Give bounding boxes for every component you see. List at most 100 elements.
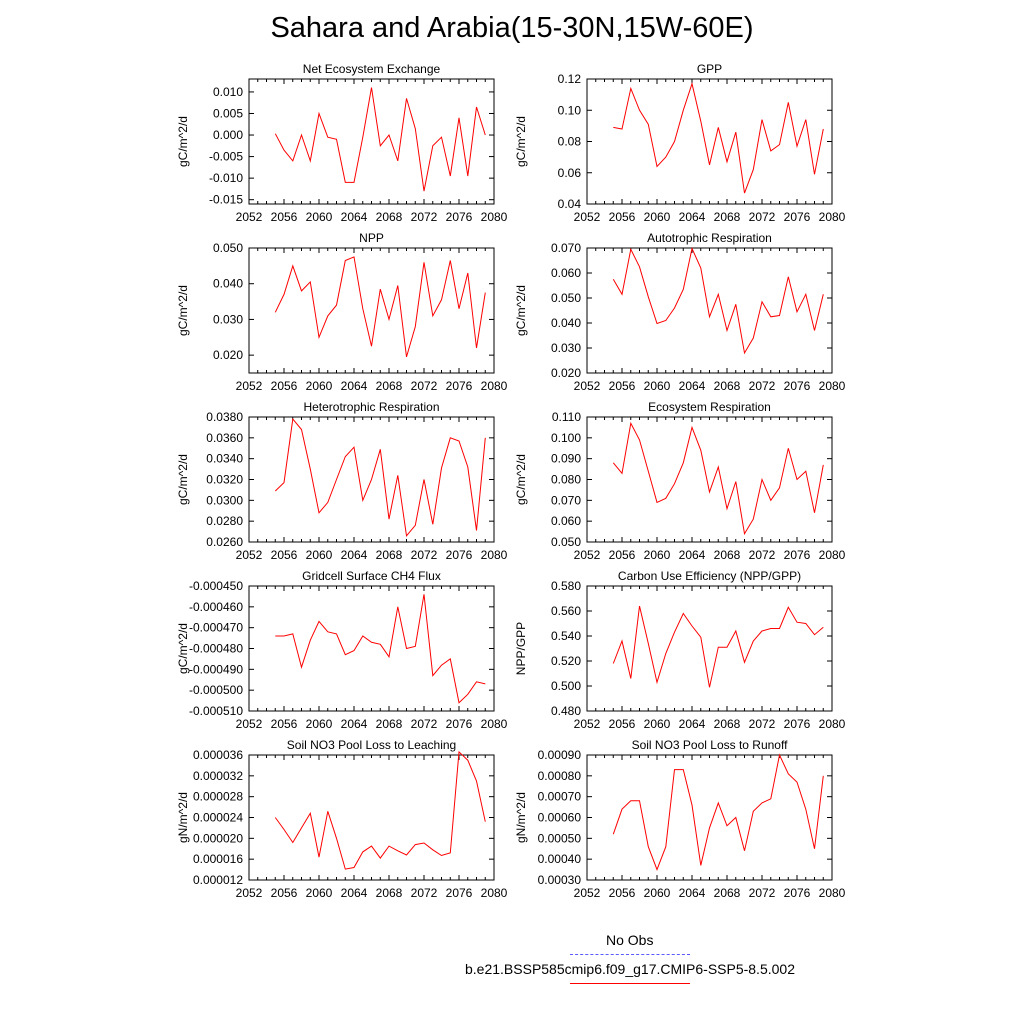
- y-tick-label: 0.000012: [193, 873, 243, 887]
- x-tick-label: 2072: [411, 886, 438, 900]
- y-tick-label: -0.000500: [189, 683, 243, 697]
- x-tick-label: 2080: [819, 548, 846, 562]
- series-line: [612, 605, 824, 688]
- y-tick-label: 0.000032: [193, 769, 243, 783]
- x-tick-label: 2056: [271, 717, 298, 731]
- y-tick-label: 0.000028: [193, 790, 243, 804]
- x-tick-label: 2068: [714, 379, 741, 393]
- x-tick-label: 2068: [714, 210, 741, 224]
- series-line: [274, 87, 486, 192]
- y-tick-label: 0.0260: [206, 535, 243, 549]
- y-tick-label: 0.070: [551, 493, 581, 507]
- y-tick-label: 0.090: [551, 452, 581, 466]
- y-tick-label: -0.000480: [189, 642, 243, 656]
- x-tick-label: 2072: [411, 210, 438, 224]
- y-tick-label: -0.000460: [189, 600, 243, 614]
- y-tick-label: 0.0360: [206, 431, 243, 445]
- panel-title: Gridcell Surface CH4 Flux: [302, 569, 441, 583]
- x-tick-label: 2068: [714, 548, 741, 562]
- y-axis-label: gC/m^2/d: [514, 454, 528, 505]
- x-tick-label: 2064: [679, 210, 706, 224]
- y-tick-label: 0.00090: [538, 748, 582, 762]
- x-tick-label: 2072: [411, 379, 438, 393]
- y-tick-label: 0.060: [551, 266, 581, 280]
- x-tick-label: 2068: [376, 886, 403, 900]
- chart-panel-7: 2052 2056 2060 2064 2068 2072 2076 2080 -0.00051…: [176, 569, 508, 731]
- y-tick-label: 0.00040: [538, 852, 582, 866]
- x-tick-label: 2072: [411, 717, 438, 731]
- panel-title: Autotrophic Respiration: [647, 231, 772, 245]
- x-tick-label: 2068: [376, 717, 403, 731]
- x-tick-label: 2052: [574, 548, 601, 562]
- y-tick-label: 0.560: [551, 604, 581, 618]
- panel-title: Soil NO3 Pool Loss to Leaching: [287, 738, 456, 752]
- y-tick-label: 0.540: [551, 629, 581, 643]
- x-tick-label: 2056: [609, 548, 636, 562]
- y-tick-label: 0.000: [213, 128, 243, 142]
- x-tick-label: 2064: [679, 886, 706, 900]
- y-tick-label: 0.04: [558, 197, 582, 211]
- chart-panel-8: 2052 2056 2060 2064 2068 2072 2076 2080 0.480 0.5…: [514, 569, 846, 731]
- x-tick-label: 2080: [481, 548, 508, 562]
- x-tick-label: 2072: [749, 886, 776, 900]
- x-tick-label: 2056: [609, 886, 636, 900]
- x-tick-label: 2060: [306, 717, 333, 731]
- chart-panel-9: 2052 2056 2060 2064 2068 2072 2076 2080 0.000012…: [176, 738, 508, 900]
- y-tick-label: 0.000024: [193, 811, 243, 825]
- y-tick-label: -0.005: [209, 150, 243, 164]
- y-tick-label: -0.010: [209, 171, 243, 185]
- x-tick-label: 2052: [236, 210, 263, 224]
- x-tick-label: 2080: [481, 717, 508, 731]
- y-tick-label: 0.500: [551, 679, 581, 693]
- x-tick-label: 2072: [749, 548, 776, 562]
- y-tick-label: 0.00030: [538, 873, 582, 887]
- x-tick-label: 2056: [271, 210, 298, 224]
- y-tick-label: 0.050: [551, 291, 581, 305]
- series-line: [274, 256, 486, 358]
- x-tick-label: 2056: [609, 717, 636, 731]
- plot-frame: [248, 78, 495, 205]
- x-tick-label: 2052: [574, 717, 601, 731]
- chart-panel-10: 2052 2056 2060 2064 2068 2072 2076 2080 0.00030 0…: [514, 738, 846, 900]
- x-tick-label: 2064: [341, 210, 368, 224]
- y-tick-label: 0.020: [551, 366, 581, 380]
- panel-title: Carbon Use Efficiency (NPP/GPP): [618, 569, 801, 583]
- y-tick-label: 0.000020: [193, 831, 243, 845]
- x-tick-label: 2052: [236, 886, 263, 900]
- y-axis-label: gC/m^2/d: [514, 116, 528, 167]
- x-tick-label: 2060: [306, 379, 333, 393]
- panel-title: NPP: [359, 231, 384, 245]
- x-tick-label: 2068: [714, 717, 741, 731]
- y-tick-label: 0.040: [551, 316, 581, 330]
- legend-model-label: b.e21.BSSP585cmip6.f09_g17.CMIP6-SSP5-8.…: [465, 961, 795, 977]
- x-tick-label: 2064: [679, 717, 706, 731]
- x-tick-label: 2068: [714, 886, 741, 900]
- series-line: [612, 753, 824, 872]
- x-tick-label: 2076: [784, 886, 811, 900]
- chart-panel-4: 2052 2056 2060 2064 2068 2072 2076 2080 0.020 0.0…: [514, 231, 846, 393]
- y-tick-label: 0.110: [552, 410, 581, 424]
- x-tick-label: 2076: [446, 886, 473, 900]
- x-tick-label: 2052: [236, 717, 263, 731]
- y-tick-label: -0.000510: [189, 704, 243, 718]
- x-tick-label: 2080: [481, 886, 508, 900]
- y-tick-label: 0.0280: [206, 514, 243, 528]
- x-tick-label: 2052: [574, 886, 601, 900]
- y-tick-label: 0.0340: [206, 452, 243, 466]
- y-tick-label: 0.050: [551, 535, 581, 549]
- x-tick-label: 2060: [306, 548, 333, 562]
- x-tick-label: 2076: [446, 717, 473, 731]
- chart-panel-3: 2052 2056 2060 2064 2068 2072 2076 2080 0.020 0.0…: [176, 231, 508, 393]
- y-tick-label: 0.000036: [193, 748, 243, 762]
- x-tick-label: 2064: [679, 548, 706, 562]
- x-tick-label: 2052: [574, 210, 601, 224]
- y-axis-label: gC/m^2/d: [176, 116, 190, 167]
- x-tick-label: 2076: [784, 548, 811, 562]
- y-tick-label: 0.030: [551, 341, 581, 355]
- x-tick-label: 2076: [446, 379, 473, 393]
- panel-title: Soil NO3 Pool Loss to Runoff: [632, 738, 789, 752]
- x-tick-label: 2080: [819, 210, 846, 224]
- series-line: [274, 750, 486, 870]
- x-tick-label: 2056: [609, 379, 636, 393]
